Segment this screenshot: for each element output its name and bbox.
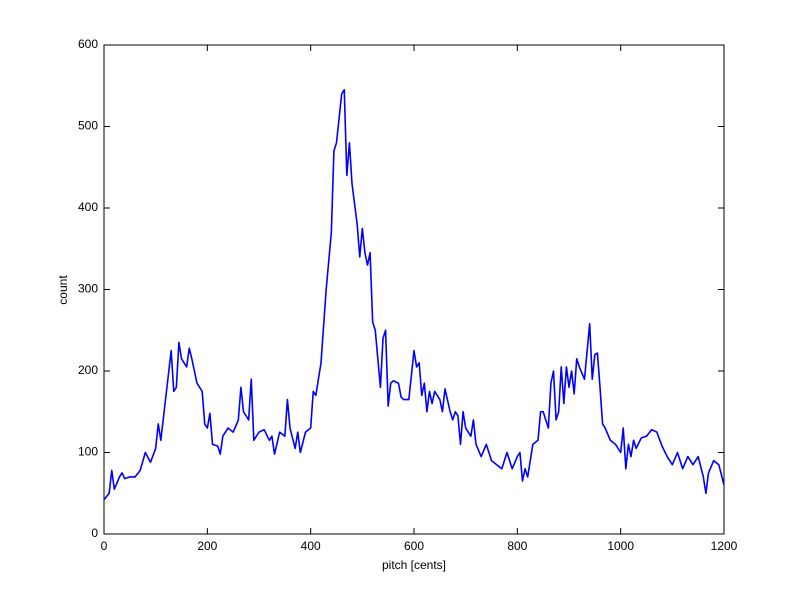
x-tick-label: 1200 [711, 539, 738, 553]
y-tick-label: 100 [78, 445, 98, 459]
y-tick-label: 600 [78, 37, 98, 51]
y-tick-label: 400 [78, 200, 98, 214]
x-tick-label: 800 [507, 539, 527, 553]
x-tick-label: 0 [101, 539, 108, 553]
line-series [103, 89, 725, 501]
x-tick-label: 400 [301, 539, 321, 553]
x-axis-label: pitch [cents] [382, 558, 446, 572]
y-tick-label: 500 [78, 119, 98, 133]
y-axis-label: count [56, 275, 70, 305]
y-tick-label: 0 [91, 526, 98, 540]
x-tick-label: 200 [197, 539, 217, 553]
y-tick-label: 300 [78, 282, 98, 296]
y-tick-label: 200 [78, 363, 98, 377]
x-tick-label: 1000 [607, 539, 634, 553]
plot-frame [103, 44, 725, 535]
x-tick-label: 600 [404, 539, 424, 553]
